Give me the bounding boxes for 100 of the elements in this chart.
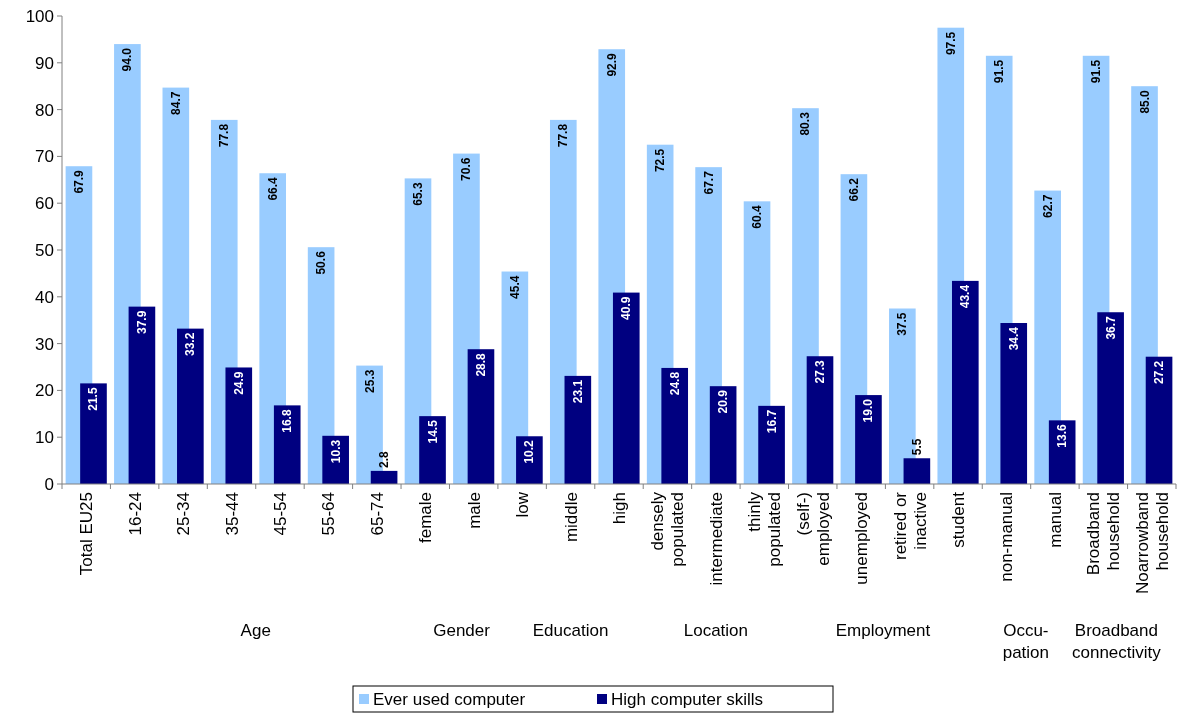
data-label: 23.1 xyxy=(570,379,585,404)
data-label: 25.3 xyxy=(362,369,377,393)
data-label: 33.2 xyxy=(183,332,198,356)
data-label: 34.4 xyxy=(1006,326,1021,351)
data-label: 13.6 xyxy=(1055,424,1070,448)
x-tick-label: male xyxy=(464,492,484,529)
x-tick-label: unemployed xyxy=(852,492,872,585)
x-tick-label: student xyxy=(949,491,969,548)
data-label: 67.7 xyxy=(701,170,716,195)
data-label: 37.5 xyxy=(895,312,910,336)
data-label: 65.3 xyxy=(411,182,425,206)
text: Broadband connectivity xyxy=(1071,621,1162,662)
x-tick-label: middle xyxy=(561,492,581,543)
data-label: 80.3 xyxy=(798,111,813,136)
bar xyxy=(1097,312,1124,484)
data-label: 16.7 xyxy=(764,409,779,434)
data-label: 10.3 xyxy=(328,439,343,464)
data-label: 66.4 xyxy=(265,176,280,201)
bar xyxy=(951,280,979,484)
x-tick-label: 55-64 xyxy=(319,492,339,536)
y-tick-label: 0 xyxy=(44,474,54,494)
data-label: 27.2 xyxy=(1152,360,1167,385)
data-label: 60.4 xyxy=(750,205,765,229)
bar xyxy=(855,395,882,484)
data-label: 84.7 xyxy=(168,91,183,115)
text: Location xyxy=(683,621,749,640)
text: Occu- pation xyxy=(1002,621,1050,662)
data-label: 43.4 xyxy=(958,284,973,309)
x-tick-label: 25-34 xyxy=(174,492,194,536)
y-tick-label: 90 xyxy=(35,53,54,73)
data-label: 24.9 xyxy=(231,371,246,395)
data-label: 97.5 xyxy=(943,31,958,56)
data-label: 62.7 xyxy=(1040,194,1055,218)
y-tick-label: 10 xyxy=(35,428,54,448)
data-label: 67.9 xyxy=(71,169,86,194)
text: Employment xyxy=(835,621,931,640)
bar xyxy=(1145,356,1173,484)
data-label: 19.0 xyxy=(861,398,876,423)
x-tick-label: 35-44 xyxy=(222,492,242,536)
bar xyxy=(467,349,495,484)
y-tick-label: 80 xyxy=(35,100,54,120)
data-label: 40.9 xyxy=(619,296,634,320)
bar xyxy=(612,292,640,484)
text: Gender xyxy=(433,621,491,640)
x-tick-label: low xyxy=(513,491,533,518)
data-label: 72.5 xyxy=(653,148,668,173)
data-label: 27.3 xyxy=(813,359,827,384)
data-label: 2.8 xyxy=(377,450,392,468)
bar xyxy=(273,405,301,484)
x-tick-label: 16-24 xyxy=(125,492,145,536)
data-label: 5.5 xyxy=(909,438,924,456)
data-label: 66.2 xyxy=(846,177,861,202)
x-tick-label: Total EU25 xyxy=(77,492,97,576)
legend-label: High computer skills xyxy=(611,689,764,709)
x-tick-label: 65-74 xyxy=(367,492,387,536)
bar xyxy=(419,416,446,484)
bar xyxy=(806,356,834,484)
y-tick-label: 60 xyxy=(35,194,54,214)
y-tick-label: 70 xyxy=(35,147,54,167)
y-tick-label: 20 xyxy=(35,381,54,401)
data-label: 70.6 xyxy=(459,157,474,181)
data-label: 45.4 xyxy=(507,275,522,299)
bar xyxy=(80,383,107,484)
x-tick-label: non-manual xyxy=(997,492,1017,582)
x-tick-label: 45-54 xyxy=(270,492,290,536)
bar xyxy=(903,458,931,484)
data-label: 10.2 xyxy=(522,439,537,464)
bar xyxy=(225,367,253,484)
x-tick-label: intermediate xyxy=(706,492,726,586)
data-label: 14.5 xyxy=(425,419,440,444)
y-tick-label: 40 xyxy=(35,287,54,307)
bar xyxy=(1000,323,1028,484)
bar xyxy=(128,306,156,484)
data-label: 77.8 xyxy=(217,123,232,148)
data-label: 24.8 xyxy=(667,371,682,396)
data-label: 94.0 xyxy=(120,47,135,72)
bar xyxy=(564,375,592,484)
data-label: 92.9 xyxy=(604,52,619,77)
bar xyxy=(177,328,204,484)
y-tick-label: 30 xyxy=(35,334,54,354)
bar xyxy=(709,386,737,484)
data-label: 85.0 xyxy=(1137,89,1152,114)
data-label: 36.7 xyxy=(1103,315,1118,340)
data-label: 37.9 xyxy=(134,310,149,334)
data-label: 91.5 xyxy=(1089,59,1104,84)
x-tick-label: high xyxy=(610,492,629,525)
text: Education xyxy=(532,621,609,640)
bar xyxy=(661,367,689,484)
text: Age xyxy=(240,621,271,640)
data-label: 50.6 xyxy=(314,250,329,275)
data-label: 91.5 xyxy=(992,59,1007,84)
x-tick-label: manual xyxy=(1045,492,1065,548)
legend-label: Ever used computer xyxy=(373,689,526,709)
data-label: 21.5 xyxy=(86,387,101,411)
y-tick-label: 100 xyxy=(25,6,54,26)
data-label: 20.9 xyxy=(716,389,731,414)
bar xyxy=(758,405,785,484)
data-label: 28.8 xyxy=(473,352,488,377)
data-label: 16.8 xyxy=(280,409,295,433)
y-tick-label: 50 xyxy=(35,240,54,260)
